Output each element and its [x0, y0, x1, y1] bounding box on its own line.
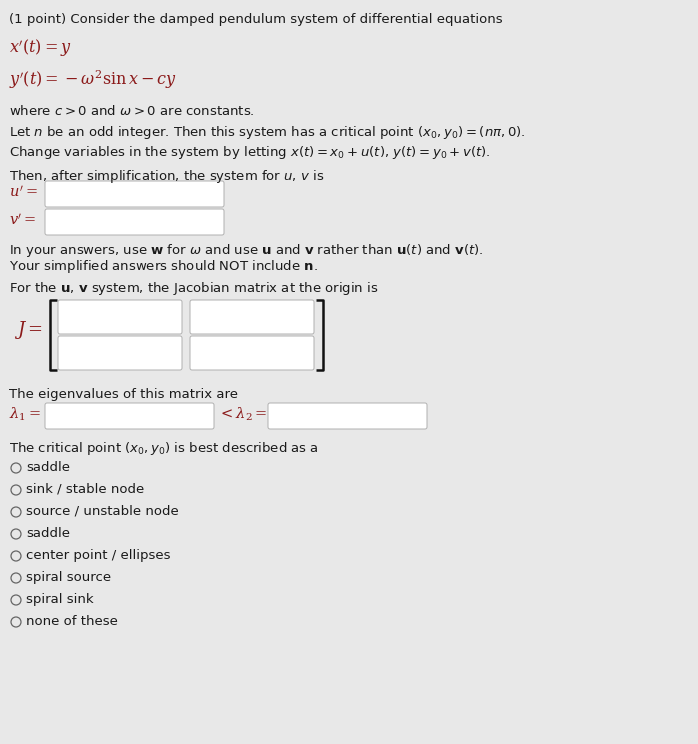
FancyBboxPatch shape [45, 209, 224, 235]
Circle shape [11, 485, 21, 495]
FancyBboxPatch shape [58, 336, 182, 370]
Text: source / unstable node: source / unstable node [26, 505, 179, 518]
Circle shape [11, 463, 21, 473]
Text: For the $\mathbf{u}$, $\mathbf{v}$ system, the Jacobian matrix at the origin is: For the $\mathbf{u}$, $\mathbf{v}$ syste… [9, 280, 378, 297]
Text: $\mathbf{\mathit{J}} =$: $\mathbf{\mathit{J}} =$ [14, 319, 43, 341]
Text: Your simplified answers should NOT include $\mathbf{n}$.: Your simplified answers should NOT inclu… [9, 258, 318, 275]
Circle shape [11, 573, 21, 583]
Text: (1 point) Consider the damped pendulum system of differential equations: (1 point) Consider the damped pendulum s… [9, 13, 503, 26]
Text: spiral sink: spiral sink [26, 593, 94, 606]
Text: Let $n$ be an odd integer. Then this system has a critical point $(x_0, y_0) = (: Let $n$ be an odd integer. Then this sys… [9, 124, 526, 141]
Text: $\mathit{x}'(t) = \mathit{y}$: $\mathit{x}'(t) = \mathit{y}$ [9, 38, 72, 60]
Text: $\mathit{v}' =$: $\mathit{v}' =$ [9, 212, 36, 228]
Circle shape [11, 507, 21, 517]
Text: The eigenvalues of this matrix are: The eigenvalues of this matrix are [9, 388, 238, 401]
Circle shape [11, 595, 21, 605]
Text: sink / stable node: sink / stable node [26, 483, 144, 496]
Text: where $c > 0$ and $\omega > 0$ are constants.: where $c > 0$ and $\omega > 0$ are const… [9, 104, 255, 118]
Text: spiral source: spiral source [26, 571, 111, 584]
FancyBboxPatch shape [190, 336, 314, 370]
Text: $\mathit{u}' =$: $\mathit{u}' =$ [9, 184, 38, 200]
Circle shape [11, 529, 21, 539]
Text: $\mathit{y}'(t) = -\mathit{\omega}^2\sin \mathit{x} - \mathit{c}\mathit{y}$: $\mathit{y}'(t) = -\mathit{\omega}^2\sin… [9, 68, 177, 91]
Text: $< \lambda_2 =$: $< \lambda_2 =$ [218, 406, 267, 423]
Text: The critical point $(x_0, y_0)$ is best described as a: The critical point $(x_0, y_0)$ is best … [9, 440, 319, 457]
Text: center point / ellipses: center point / ellipses [26, 549, 170, 562]
FancyBboxPatch shape [190, 300, 314, 334]
Text: In your answers, use $\mathbf{w}$ for $\omega$ and use $\mathbf{u}$ and $\mathbf: In your answers, use $\mathbf{w}$ for $\… [9, 242, 484, 259]
Circle shape [11, 617, 21, 627]
FancyBboxPatch shape [45, 181, 224, 207]
Text: Change variables in the system by letting $x(t) = x_0 + u(t)$, $y(t) = y_0 + v(t: Change variables in the system by lettin… [9, 144, 491, 161]
Text: none of these: none of these [26, 615, 118, 628]
Text: saddle: saddle [26, 527, 70, 540]
FancyBboxPatch shape [45, 403, 214, 429]
FancyBboxPatch shape [58, 300, 182, 334]
Circle shape [11, 551, 21, 561]
Text: Then, after simplification, the system for $\mathit{u}$, $\mathit{v}$ is: Then, after simplification, the system f… [9, 168, 325, 185]
Text: saddle: saddle [26, 461, 70, 474]
Text: $\lambda_1 =$: $\lambda_1 =$ [9, 406, 41, 423]
FancyBboxPatch shape [268, 403, 427, 429]
